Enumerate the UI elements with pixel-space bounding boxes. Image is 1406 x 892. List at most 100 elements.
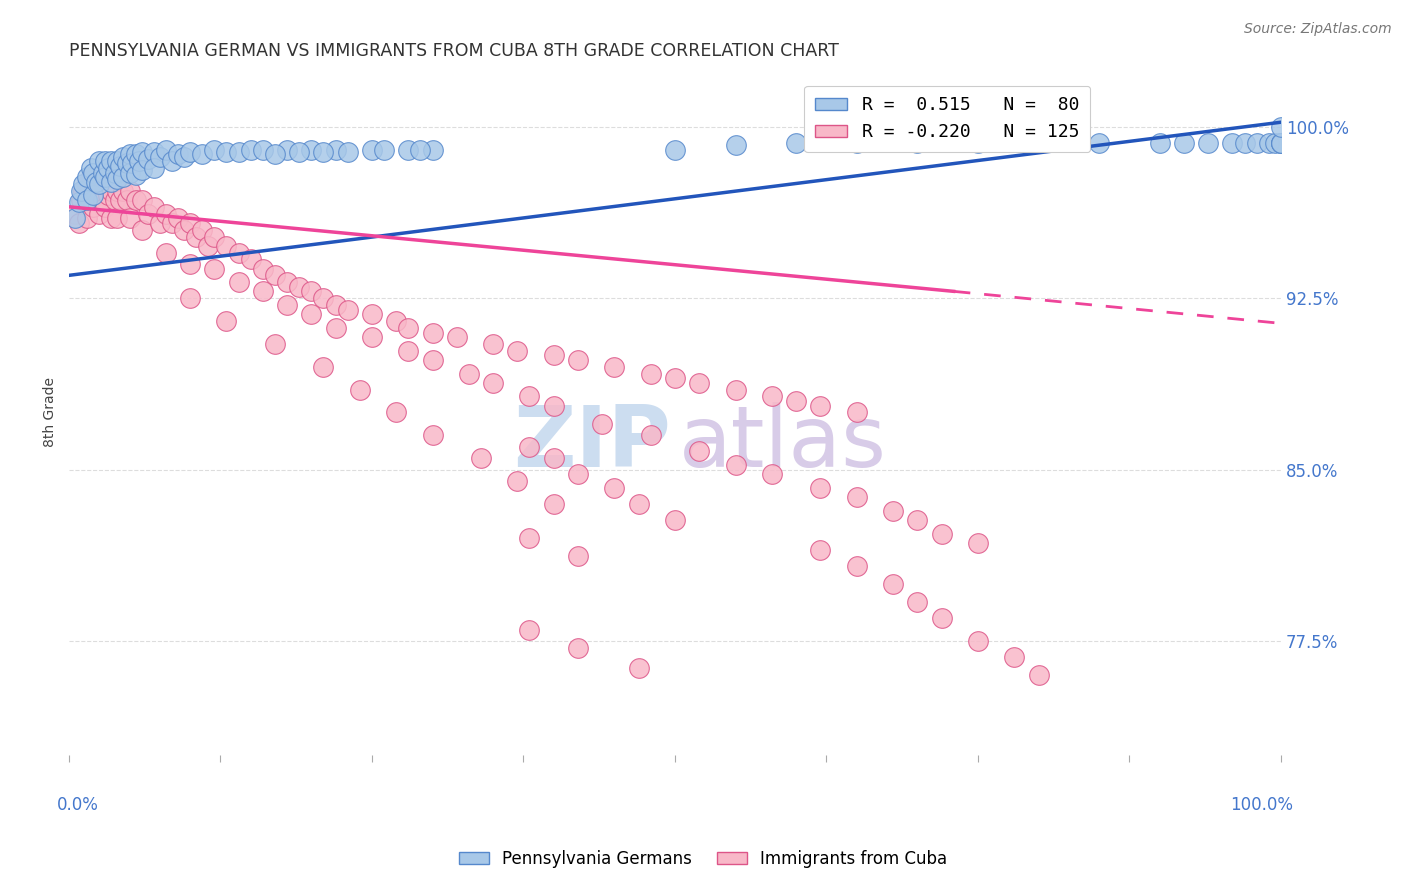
Point bbox=[191, 222, 214, 236]
Point bbox=[112, 184, 135, 198]
Point bbox=[63, 211, 86, 226]
Point bbox=[131, 193, 153, 207]
Point bbox=[808, 542, 831, 557]
Point bbox=[627, 661, 650, 675]
Point bbox=[191, 147, 214, 161]
Point bbox=[761, 467, 783, 482]
Point bbox=[506, 343, 529, 358]
Point bbox=[142, 145, 165, 159]
Point bbox=[179, 216, 201, 230]
Point bbox=[482, 376, 505, 390]
Point bbox=[808, 399, 831, 413]
Point bbox=[252, 143, 274, 157]
Point bbox=[422, 428, 444, 442]
Point bbox=[422, 143, 444, 157]
Point bbox=[131, 145, 153, 159]
Legend: R =  0.515   N =  80, R = -0.220   N = 125: R = 0.515 N = 80, R = -0.220 N = 125 bbox=[804, 86, 1090, 153]
Point bbox=[276, 275, 298, 289]
Point bbox=[63, 207, 86, 221]
Point bbox=[845, 136, 868, 150]
Point bbox=[396, 321, 419, 335]
Legend: Pennsylvania Germans, Immigrants from Cuba: Pennsylvania Germans, Immigrants from Cu… bbox=[451, 844, 955, 875]
Point bbox=[1257, 136, 1279, 150]
Point bbox=[543, 497, 565, 511]
Point bbox=[312, 145, 335, 159]
Point bbox=[1173, 136, 1195, 150]
Point bbox=[385, 314, 408, 328]
Point bbox=[724, 458, 747, 472]
Point bbox=[228, 245, 250, 260]
Point bbox=[761, 390, 783, 404]
Point bbox=[349, 383, 371, 397]
Point bbox=[179, 291, 201, 305]
Point bbox=[72, 177, 94, 191]
Point bbox=[422, 353, 444, 368]
Point bbox=[567, 353, 589, 368]
Point bbox=[89, 154, 111, 169]
Point bbox=[107, 184, 129, 198]
Point bbox=[664, 371, 686, 385]
Point bbox=[131, 222, 153, 236]
Point bbox=[82, 165, 104, 179]
Point bbox=[160, 154, 183, 169]
Point bbox=[215, 314, 238, 328]
Point bbox=[361, 330, 384, 344]
Point bbox=[160, 216, 183, 230]
Point bbox=[108, 159, 131, 173]
Point bbox=[155, 245, 177, 260]
Point bbox=[785, 394, 807, 409]
Point bbox=[97, 161, 120, 175]
Point bbox=[91, 193, 114, 207]
Point bbox=[640, 367, 662, 381]
Point bbox=[104, 193, 127, 207]
Point bbox=[664, 143, 686, 157]
Point bbox=[1270, 136, 1292, 150]
Point bbox=[76, 211, 98, 226]
Point bbox=[264, 268, 287, 283]
Point bbox=[519, 440, 541, 454]
Point bbox=[931, 526, 953, 541]
Point bbox=[72, 184, 94, 198]
Point bbox=[627, 497, 650, 511]
Point bbox=[312, 359, 335, 374]
Point bbox=[202, 143, 225, 157]
Point bbox=[1028, 668, 1050, 682]
Point bbox=[80, 170, 103, 185]
Point bbox=[252, 261, 274, 276]
Point bbox=[100, 211, 122, 226]
Point bbox=[591, 417, 613, 431]
Point bbox=[603, 359, 626, 374]
Point bbox=[882, 577, 904, 591]
Point bbox=[82, 200, 104, 214]
Point bbox=[118, 165, 141, 179]
Point bbox=[91, 165, 114, 179]
Point bbox=[149, 216, 172, 230]
Point bbox=[1197, 136, 1219, 150]
Point bbox=[82, 188, 104, 202]
Point bbox=[1149, 136, 1171, 150]
Point bbox=[312, 291, 335, 305]
Point bbox=[543, 399, 565, 413]
Point bbox=[89, 207, 111, 221]
Point bbox=[89, 177, 111, 191]
Point bbox=[603, 481, 626, 495]
Point bbox=[264, 337, 287, 351]
Point bbox=[76, 177, 98, 191]
Point bbox=[136, 207, 159, 221]
Point bbox=[107, 154, 129, 169]
Point bbox=[136, 152, 159, 166]
Y-axis label: 8th Grade: 8th Grade bbox=[44, 377, 58, 448]
Point bbox=[519, 531, 541, 545]
Point bbox=[688, 444, 710, 458]
Point bbox=[905, 595, 928, 609]
Point bbox=[107, 211, 129, 226]
Point bbox=[89, 177, 111, 191]
Point bbox=[336, 145, 359, 159]
Point bbox=[1270, 136, 1292, 150]
Point bbox=[239, 252, 262, 267]
Point bbox=[179, 145, 201, 159]
Point bbox=[84, 188, 107, 202]
Point bbox=[264, 147, 287, 161]
Point bbox=[276, 143, 298, 157]
Point bbox=[446, 330, 468, 344]
